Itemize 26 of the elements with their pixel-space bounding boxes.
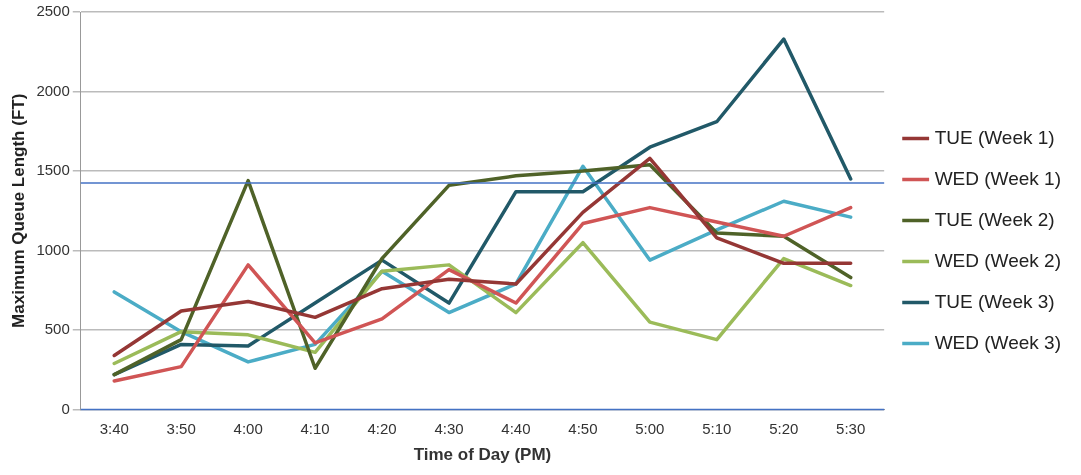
x-tick-label: 4:20 xyxy=(367,419,397,437)
x-tick-label: 5:00 xyxy=(635,419,665,437)
x-tick-label: 4:40 xyxy=(501,419,531,437)
legend-label: WED (Week 1) xyxy=(934,167,1062,189)
x-axis-title: Time of Day (PM) xyxy=(413,445,552,465)
x-tick-label: 5:20 xyxy=(769,419,799,437)
legend-label: WED (Week 2) xyxy=(934,249,1062,271)
y-tick-label: 2500 xyxy=(36,2,70,20)
legend-label: TUE (Week 3) xyxy=(934,290,1055,312)
y-tick-label: 1000 xyxy=(36,240,70,258)
y-tick-label: 500 xyxy=(44,320,70,338)
y-tick-label: 0 xyxy=(61,399,70,417)
x-tick-label: 5:30 xyxy=(836,419,866,437)
x-tick-label: 4:50 xyxy=(568,419,598,437)
x-tick-label: 4:00 xyxy=(233,419,263,437)
y-tick-label: 1500 xyxy=(36,161,70,179)
y-tick-label: 2000 xyxy=(36,81,70,99)
x-tick-label: 4:30 xyxy=(434,419,464,437)
x-tick-label: 4:10 xyxy=(300,419,330,437)
legend-label: TUE (Week 2) xyxy=(934,208,1055,230)
legend-label: WED (Week 3) xyxy=(934,331,1062,353)
x-tick-label: 5:10 xyxy=(702,419,732,437)
x-tick-label: 3:40 xyxy=(99,419,129,437)
x-tick-label: 3:50 xyxy=(166,419,196,437)
legend-label: TUE (Week 1) xyxy=(934,126,1055,148)
y-axis-title: Maximum Queue Length (FT) xyxy=(8,93,28,328)
